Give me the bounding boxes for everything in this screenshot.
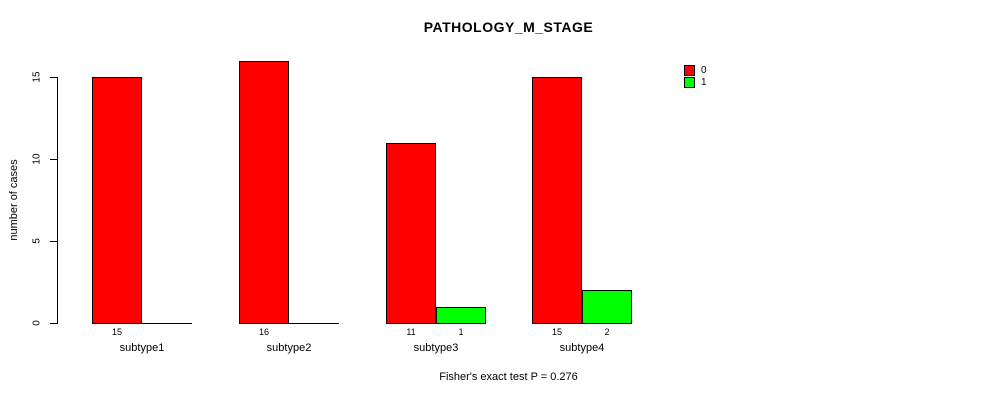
y-tick-label: 15	[31, 71, 43, 83]
y-tick-label: 5	[31, 238, 43, 244]
y-axis-tick	[50, 323, 57, 324]
category-label-subtype4: subtype4	[559, 342, 605, 354]
category-label-subtype2: subtype2	[266, 342, 312, 354]
y-axis-tick	[50, 241, 57, 242]
bar-subtype3-1	[436, 307, 486, 324]
bar-subtype4-0	[532, 77, 582, 324]
bar-count-label: 2	[604, 327, 610, 337]
bar-subtype4-1	[582, 290, 632, 324]
stat-test-annotation: Fisher's exact test P = 0.276	[439, 371, 578, 383]
category-label-subtype1: subtype1	[119, 342, 165, 354]
bar-count-label: 11	[406, 327, 416, 337]
bar-count-label: 16	[258, 327, 270, 337]
y-axis-tick	[50, 159, 57, 160]
legend-swatch-1	[684, 76, 695, 88]
bar-subtype3-0	[386, 143, 436, 324]
bar-count-label: 15	[111, 327, 123, 337]
legend-label: 0	[701, 64, 707, 76]
y-axis-tick	[50, 77, 57, 78]
bar-subtype1-0	[92, 77, 142, 324]
chart-title: PATHOLOGY_M_STAGE	[423, 19, 594, 35]
group-baseline	[92, 323, 192, 324]
category-label-subtype3: subtype3	[413, 342, 459, 354]
y-axis-line	[57, 77, 58, 324]
bar-count-label: 15	[551, 327, 563, 337]
bar-count-label: 1	[458, 327, 464, 337]
y-tick-label: 10	[31, 153, 43, 165]
legend-entry-0: 0	[684, 64, 707, 76]
legend-entry-1: 1	[684, 76, 707, 88]
legend-swatch-0	[684, 64, 695, 76]
bar-subtype2-0	[239, 61, 289, 324]
group-baseline	[239, 323, 339, 324]
y-tick-label: 0	[31, 320, 43, 326]
legend-label: 1	[701, 76, 707, 88]
